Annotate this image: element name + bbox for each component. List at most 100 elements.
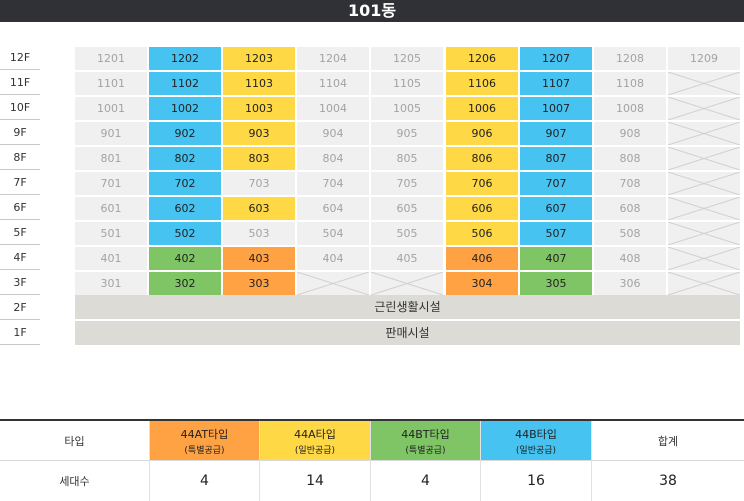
summary-count-row: 세대수 4 14 4 16 38 [0,460,744,501]
floor-label-11f: 11F [0,71,40,95]
floor-label-4f: 4F [0,246,40,270]
count-44at: 4 [150,461,260,501]
unit-505: 505 [371,222,443,245]
unit-603: 603 [223,197,295,220]
type-header: 타입 [0,421,150,460]
unit-1104: 1104 [297,72,369,95]
facility-1f: 판매시설 [75,321,740,345]
unit-305: 305 [520,272,592,295]
unit-404: 404 [297,247,369,270]
unit-702: 702 [149,172,221,195]
unavailable-mark-icon [668,122,740,145]
unit-1202: 1202 [149,47,221,70]
unit-508: 508 [594,222,666,245]
type-44a-sub: (일반공급) [294,445,336,456]
unit-803: 803 [223,147,295,170]
unavailable-mark-icon [668,72,740,95]
count-44a: 14 [260,461,371,501]
unit-507: 507 [520,222,592,245]
unit-704: 704 [297,172,369,195]
unit-1102: 1102 [149,72,221,95]
unit-1203: 1203 [223,47,295,70]
unit-708: 708 [594,172,666,195]
count-header: 세대수 [0,461,150,501]
unit-501: 501 [75,222,147,245]
type-44bt-sub: (특별공급) [405,445,446,456]
unit-302: 302 [149,272,221,295]
unit-1006: 1006 [446,97,518,120]
unit-1106: 1106 [446,72,518,95]
floor-label-5f: 5F [0,221,40,245]
unit-802: 802 [149,147,221,170]
type-44at-sub: (특별공급) [184,445,225,456]
summary-table: 타입 44AT타입 (특별공급) 44A타입 (일반공급) 44BT타입 (특별… [0,419,744,501]
unavailable-unit [668,72,740,95]
building-title: 101동 [0,0,744,22]
unit-1208: 1208 [594,47,666,70]
unavailable-mark-icon [371,272,443,295]
unit-1207: 1207 [520,47,592,70]
unit-801: 801 [75,147,147,170]
total-header: 합계 [592,421,744,460]
type-44a: 44A타입 (일반공급) [260,421,371,460]
unit-1105: 1105 [371,72,443,95]
unavailable-unit [297,272,369,295]
unit-703: 703 [223,172,295,195]
unit-401: 401 [75,247,147,270]
unavailable-unit [668,222,740,245]
unit-1003: 1003 [223,97,295,120]
unit-406: 406 [446,247,518,270]
unavailable-mark-icon [668,97,740,120]
unit-1004: 1004 [297,97,369,120]
unit-1101: 1101 [75,72,147,95]
unit-906: 906 [446,122,518,145]
facility-2f: 근린생활시설 [75,295,740,319]
unit-1103: 1103 [223,72,295,95]
unit-304: 304 [446,272,518,295]
unit-604: 604 [297,197,369,220]
type-44bt: 44BT타입 (특별공급) [371,421,481,460]
unit-601: 601 [75,197,147,220]
floor-label-3f: 3F [0,271,40,295]
unavailable-mark-icon [668,147,740,170]
unit-804: 804 [297,147,369,170]
unit-707: 707 [520,172,592,195]
unit-1206: 1206 [446,47,518,70]
unit-402: 402 [149,247,221,270]
unit-1201: 1201 [75,47,147,70]
unit-705: 705 [371,172,443,195]
unit-506: 506 [446,222,518,245]
count-header-label: 세대수 [59,475,90,488]
unavailable-mark-icon [668,247,740,270]
unit-602: 602 [149,197,221,220]
unit-905: 905 [371,122,443,145]
unit-605: 605 [371,197,443,220]
count-total: 38 [659,473,677,489]
type-44a-name: 44A타입 [294,427,336,441]
floor-label-12f: 12F [0,46,40,70]
unit-1007: 1007 [520,97,592,120]
unit-407: 407 [520,247,592,270]
unit-904: 904 [297,122,369,145]
unit-1001: 1001 [75,97,147,120]
floor-label-6f: 6F [0,196,40,220]
unavailable-mark-icon [668,272,740,295]
unit-408: 408 [594,247,666,270]
unit-805: 805 [371,147,443,170]
floor-label-7f: 7F [0,171,40,195]
unavailable-unit [668,197,740,220]
unit-504: 504 [297,222,369,245]
unit-903: 903 [223,122,295,145]
unit-405: 405 [371,247,443,270]
unit-902: 902 [149,122,221,145]
floor-label-8f: 8F [0,146,40,170]
unit-608: 608 [594,197,666,220]
floor-label-10f: 10F [0,96,40,120]
unit-1002: 1002 [149,97,221,120]
unit-606: 606 [446,197,518,220]
total-header-label: 합계 [657,434,679,448]
floor-label-2f: 2F [0,296,40,320]
unit-306: 306 [594,272,666,295]
unit-1205: 1205 [371,47,443,70]
type-44at: 44AT타입 (특별공급) [150,421,260,460]
